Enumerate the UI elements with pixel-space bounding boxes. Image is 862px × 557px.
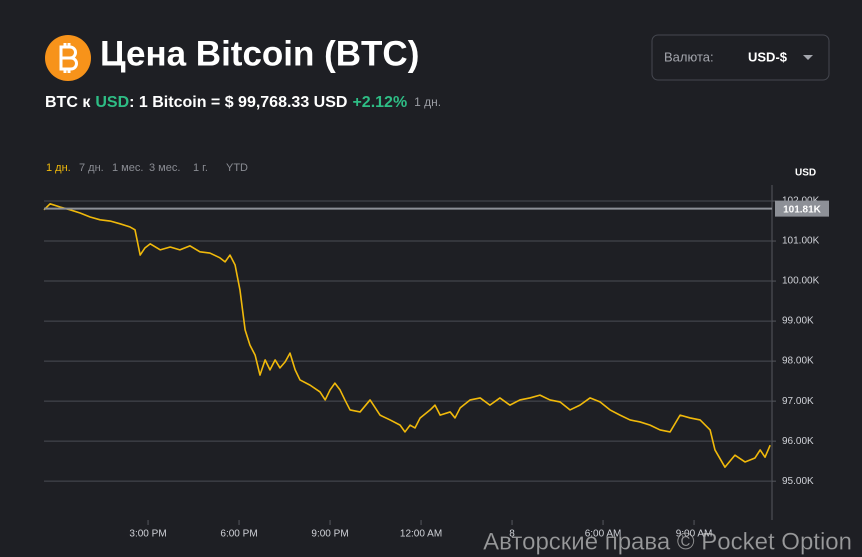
range-tab[interactable]: 1 дн. — [46, 162, 71, 174]
x-tick-label: 12:00 AM — [400, 529, 442, 540]
range-tab[interactable]: 3 мес. — [149, 162, 180, 174]
y-tick-label: 99.00K — [782, 316, 814, 327]
btc-logo — [45, 35, 91, 81]
y-tick-label: 100.00K — [782, 276, 820, 287]
x-tick-label: 6:00 AM — [585, 529, 622, 540]
currency-value: USD-$ — [748, 49, 788, 64]
y-tick-label: 98.00K — [782, 356, 814, 367]
currency-select[interactable]: Валюта: USD-$ — [651, 34, 830, 81]
currency-box[interactable] — [651, 34, 830, 81]
y-axis-label: USD — [795, 168, 816, 179]
x-tick-label: 6:00 PM — [220, 529, 257, 540]
rate: : 1 Bitcoin = $ 99,768.33 USD — [129, 94, 347, 111]
x-tick-label: 8 — [509, 529, 515, 540]
watermark: Авторские права © Pocket Option — [483, 528, 852, 555]
subtitle: BTC к USD: 1 Bitcoin = $ 99,768.33 USD +2.… — [45, 94, 441, 111]
range-tabs: 1 дн. 7 дн. 1 мес. 3 мес. 1 г. YTD — [46, 162, 248, 174]
x-tick-label: 9:00 AM — [676, 529, 713, 540]
title: Цена Bitcoin (BTC) — [100, 34, 419, 73]
y-tick-label: 97.00K — [782, 396, 814, 407]
x-tick-label: 9:00 PM — [311, 529, 348, 540]
chart: USD 95.00K 96.00K 97.00K 98.00K 99.00K 100.00… — [43, 168, 829, 540]
price-label: 101.81K — [783, 204, 822, 215]
range-tab[interactable]: 1 мес. — [112, 162, 143, 174]
range-tab[interactable]: 7 дн. — [79, 162, 104, 174]
range-tab[interactable]: 1 г. — [193, 162, 208, 174]
change-period: 1 дн. — [414, 95, 441, 109]
pair-to: USD — [95, 94, 129, 111]
y-tick-label: 95.00K — [782, 476, 814, 487]
y-tick-label: 101.00K — [782, 236, 820, 247]
dropdown-arrow — [803, 55, 813, 60]
range-tab[interactable]: YTD — [226, 162, 248, 174]
y-tick-label: 96.00K — [782, 436, 814, 447]
x-tick-label: 3:00 PM — [129, 529, 166, 540]
price-label-box — [775, 200, 829, 217]
change: +2.12% — [352, 94, 407, 111]
currency-label: Валюта: — [664, 49, 714, 64]
price-line-series — [43, 203, 771, 468]
pair-from: BTC к — [45, 94, 91, 111]
